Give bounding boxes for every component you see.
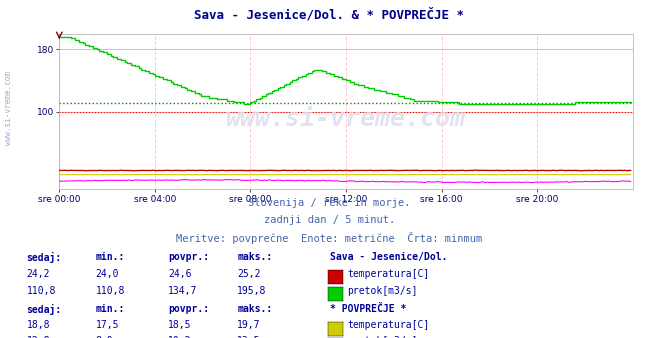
- Text: 24,6: 24,6: [168, 269, 192, 279]
- Text: * POVPREČJE *: * POVPREČJE *: [330, 304, 406, 314]
- Text: povpr.:: povpr.:: [168, 304, 209, 314]
- Text: www.si-vreme.com: www.si-vreme.com: [4, 71, 13, 145]
- Text: 8,0: 8,0: [96, 336, 113, 338]
- Text: 24,0: 24,0: [96, 269, 119, 279]
- Text: 18,5: 18,5: [168, 320, 192, 331]
- Text: sedaj:: sedaj:: [26, 252, 61, 263]
- Text: 19,7: 19,7: [237, 320, 261, 331]
- Text: 195,8: 195,8: [237, 286, 267, 296]
- Text: Sava - Jesenice/Dol.: Sava - Jesenice/Dol.: [330, 252, 447, 262]
- Text: pretok[m3/s]: pretok[m3/s]: [347, 336, 418, 338]
- Text: 12,8: 12,8: [26, 336, 50, 338]
- Text: zadnji dan / 5 minut.: zadnji dan / 5 minut.: [264, 215, 395, 225]
- Text: Slovenija / reke in morje.: Slovenija / reke in morje.: [248, 198, 411, 208]
- Text: min.:: min.:: [96, 304, 125, 314]
- Text: pretok[m3/s]: pretok[m3/s]: [347, 286, 418, 296]
- Text: www.si-vreme.com: www.si-vreme.com: [226, 107, 466, 131]
- Text: maks.:: maks.:: [237, 252, 272, 262]
- Text: maks.:: maks.:: [237, 304, 272, 314]
- Text: 17,5: 17,5: [96, 320, 119, 331]
- Text: 110,8: 110,8: [96, 286, 125, 296]
- Text: 13,5: 13,5: [237, 336, 261, 338]
- Text: povpr.:: povpr.:: [168, 252, 209, 262]
- Text: Sava - Jesenice/Dol. & * POVPREČJE *: Sava - Jesenice/Dol. & * POVPREČJE *: [194, 8, 465, 22]
- Text: min.:: min.:: [96, 252, 125, 262]
- Text: temperatura[C]: temperatura[C]: [347, 269, 430, 279]
- Text: 25,2: 25,2: [237, 269, 261, 279]
- Text: 24,2: 24,2: [26, 269, 50, 279]
- Text: 10,2: 10,2: [168, 336, 192, 338]
- Text: 134,7: 134,7: [168, 286, 198, 296]
- Text: 110,8: 110,8: [26, 286, 56, 296]
- Text: sedaj:: sedaj:: [26, 304, 61, 315]
- Text: 18,8: 18,8: [26, 320, 50, 331]
- Text: Meritve: povprečne  Enote: metrične  Črta: minmum: Meritve: povprečne Enote: metrične Črta:…: [177, 232, 482, 244]
- Text: temperatura[C]: temperatura[C]: [347, 320, 430, 331]
